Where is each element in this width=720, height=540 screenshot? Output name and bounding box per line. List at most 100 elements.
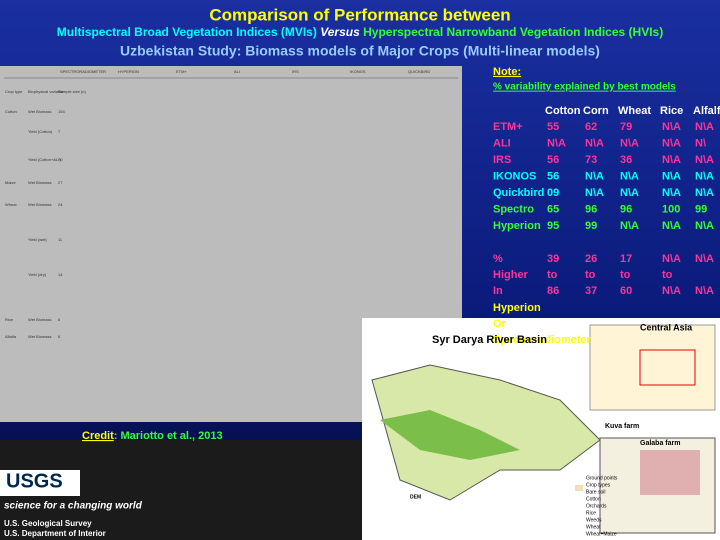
- table-cell: Wet Biomass: [28, 334, 52, 339]
- title: Comparison of Performance between: [209, 5, 510, 24]
- notes-value: N\A: [620, 220, 639, 232]
- gain-value: 26: [585, 253, 597, 265]
- table-cell: 70: [58, 157, 63, 162]
- table-cell: Yield (Cotton): [28, 129, 53, 134]
- table-column: Sample size (n): [58, 89, 86, 94]
- map-legend: Weeds: [586, 517, 602, 523]
- subtitle-part: Multispectral Broad Vegetation Indices (…: [57, 25, 317, 39]
- map-legend: Wheat: [586, 524, 601, 530]
- legend-swatch: [575, 485, 583, 491]
- credit-label: Credit: [82, 430, 114, 442]
- table-cell: 6: [58, 317, 61, 322]
- notes-value: 56: [547, 170, 559, 182]
- notes-row-label: IRS: [493, 154, 511, 166]
- notes-column: Alfalfa: [693, 105, 720, 117]
- notes-column: Corn: [583, 105, 609, 117]
- gain-row-label: In: [493, 285, 503, 297]
- notes-row-label: IKONOS: [493, 170, 536, 182]
- table-cell: Wet Biomass: [28, 317, 52, 322]
- farm2-label: Galaba farm: [640, 440, 680, 447]
- table-cell: Yield (dry): [28, 272, 47, 277]
- gain-value: N\A: [662, 285, 681, 297]
- notes-subtitle: % variability explained by best models: [493, 82, 676, 93]
- notes-column: Cotton: [545, 105, 581, 117]
- credit-text: : Mariotto et al., 2013: [114, 430, 223, 442]
- notes-value: 95: [547, 220, 559, 232]
- gain-value: 60: [620, 285, 632, 297]
- notes-value: N\A: [662, 137, 681, 149]
- table-cell: Wet Biomass: [28, 180, 52, 185]
- map-legend: Cotton: [586, 496, 601, 502]
- gain-row-label: %: [493, 253, 503, 265]
- notes-value: N\A: [662, 187, 681, 199]
- gain-value: N\A: [695, 253, 714, 265]
- subtitle: Multispectral Broad Vegetation Indices (…: [57, 25, 663, 39]
- notes-value: N\A: [547, 137, 566, 149]
- notes-value: N\A: [620, 137, 639, 149]
- table-group: QUICKBIRD: [408, 69, 430, 74]
- notes-value: 96: [585, 203, 597, 215]
- table-cell: 154: [58, 109, 65, 114]
- notes-value: 09: [547, 187, 559, 199]
- notes-column: Wheat: [618, 105, 651, 117]
- notes-value: 73: [585, 154, 597, 166]
- subtitle-part: Hyperspectral Narrowband Vegetation Indi…: [360, 25, 663, 39]
- notes-value: N\A: [695, 220, 714, 232]
- notes-value: N\A: [662, 154, 681, 166]
- notes-value: N\A: [662, 170, 681, 182]
- notes-value: N\A: [662, 121, 681, 133]
- table-cell: Cotton: [5, 109, 17, 114]
- subtitle-part: Versus: [317, 25, 360, 39]
- notes-value: N\A: [620, 187, 639, 199]
- notes-value: 96: [620, 203, 632, 215]
- notes-value: N\A: [695, 121, 714, 133]
- notes-value: N\A: [585, 170, 604, 182]
- inset-title: Central Asia: [640, 322, 693, 332]
- notes-value: 62: [585, 121, 597, 133]
- table-group: HYPERION: [118, 69, 139, 74]
- table-group: IRS: [292, 69, 299, 74]
- notes-row-label: Quickbird: [493, 187, 544, 199]
- table-cell: Maize: [5, 180, 16, 185]
- map-title: Syr Darya River Basin: [432, 334, 547, 346]
- gain-value: 17: [620, 253, 632, 265]
- gain-value: N\A: [662, 253, 681, 265]
- table-column: Crop type: [5, 89, 23, 94]
- notes-value: N\A: [585, 137, 604, 149]
- notes-value: N\A: [695, 170, 714, 182]
- table-cell: Alfalfa: [5, 334, 17, 339]
- notes-title: Note:: [493, 66, 521, 78]
- notes-value: 56: [547, 154, 559, 166]
- gain-value: to: [585, 269, 596, 281]
- table-cell: Yield (wet): [28, 237, 47, 242]
- table-cell: 7: [58, 129, 61, 134]
- notes-value: 55: [547, 121, 559, 133]
- gain-value: to: [620, 269, 631, 281]
- notes-row-label: Spectro: [493, 203, 534, 215]
- notes-value: N\A: [695, 187, 714, 199]
- table-group: IKONOS: [350, 69, 366, 74]
- gain-source: Spectroradiometer: [493, 334, 592, 346]
- notes-row-label: ALI: [493, 137, 511, 149]
- notes-value: N\A: [585, 187, 604, 199]
- map-legend: Bare soil: [586, 489, 605, 495]
- gain-source: Hyperion: [493, 302, 541, 314]
- table-cell: Wet Biomass: [28, 109, 52, 114]
- table-cell: Yield (Cotton+ALI): [28, 157, 61, 162]
- map-legend: Orchards: [586, 503, 607, 509]
- gain-row-label: Higher: [493, 269, 529, 281]
- farm1-label: Kuva farm: [605, 423, 639, 430]
- notes-value: 79: [620, 121, 632, 133]
- gain-source: Or: [493, 318, 507, 330]
- inset-box: [639, 349, 696, 386]
- table-column: Biophysical variable: [28, 89, 64, 94]
- table-cell: 24: [58, 202, 63, 207]
- inset-map: [589, 324, 716, 411]
- gain-value: to: [662, 269, 673, 281]
- table-cell: 27: [58, 180, 63, 185]
- gain-value: 86: [547, 285, 559, 297]
- notes-value: 99: [695, 203, 707, 215]
- logo-tagline: science for a changing world: [4, 501, 143, 512]
- notes-value: 36: [620, 154, 632, 166]
- map-legend: Crop types: [586, 482, 611, 488]
